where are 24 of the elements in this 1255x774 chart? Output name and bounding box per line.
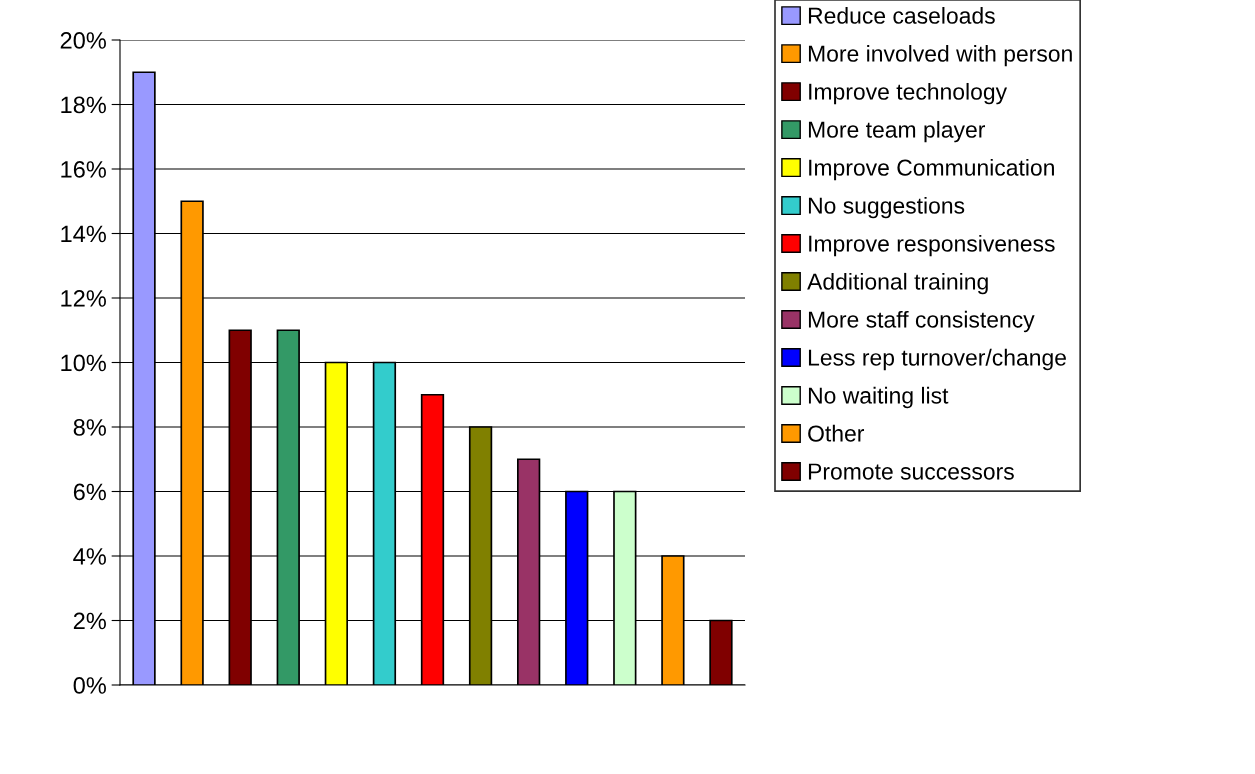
legend-label: Reduce caseloads [808, 7, 995, 24]
legend-label: Improve responsiveness [809, 234, 1055, 257]
y-tick-label: 10% [61, 354, 106, 372]
legend-label: More team player [808, 120, 986, 143]
legend-label: More staff consistency [808, 310, 1035, 333]
y-tick-label: 4% [73, 548, 106, 565]
legend-label: More involved with person [808, 44, 1072, 67]
y-tick-label: 6% [73, 483, 106, 501]
legend-label: Improve Communication [809, 158, 1054, 181]
legend-label: Other [808, 424, 865, 442]
y-tick-label: 8% [73, 419, 106, 436]
legend-label: Promote successors [808, 463, 1014, 480]
y-tick-label: 16% [61, 161, 106, 178]
y-tick-label: 12% [61, 290, 106, 307]
legend-label: Improve technology [809, 82, 1008, 105]
legend-label: Additional training [807, 272, 988, 295]
y-tick-label: 18% [61, 96, 106, 114]
y-tick-label: 14% [61, 225, 106, 243]
y-tick-label: 0% [73, 677, 106, 694]
legend-label: No suggestions [808, 196, 965, 219]
legend-label: No waiting list [808, 386, 949, 409]
y-tick-label: 20% [60, 32, 106, 49]
legend-label: Less rep turnover/change [808, 348, 1066, 371]
y-tick-label: 2% [73, 612, 106, 630]
